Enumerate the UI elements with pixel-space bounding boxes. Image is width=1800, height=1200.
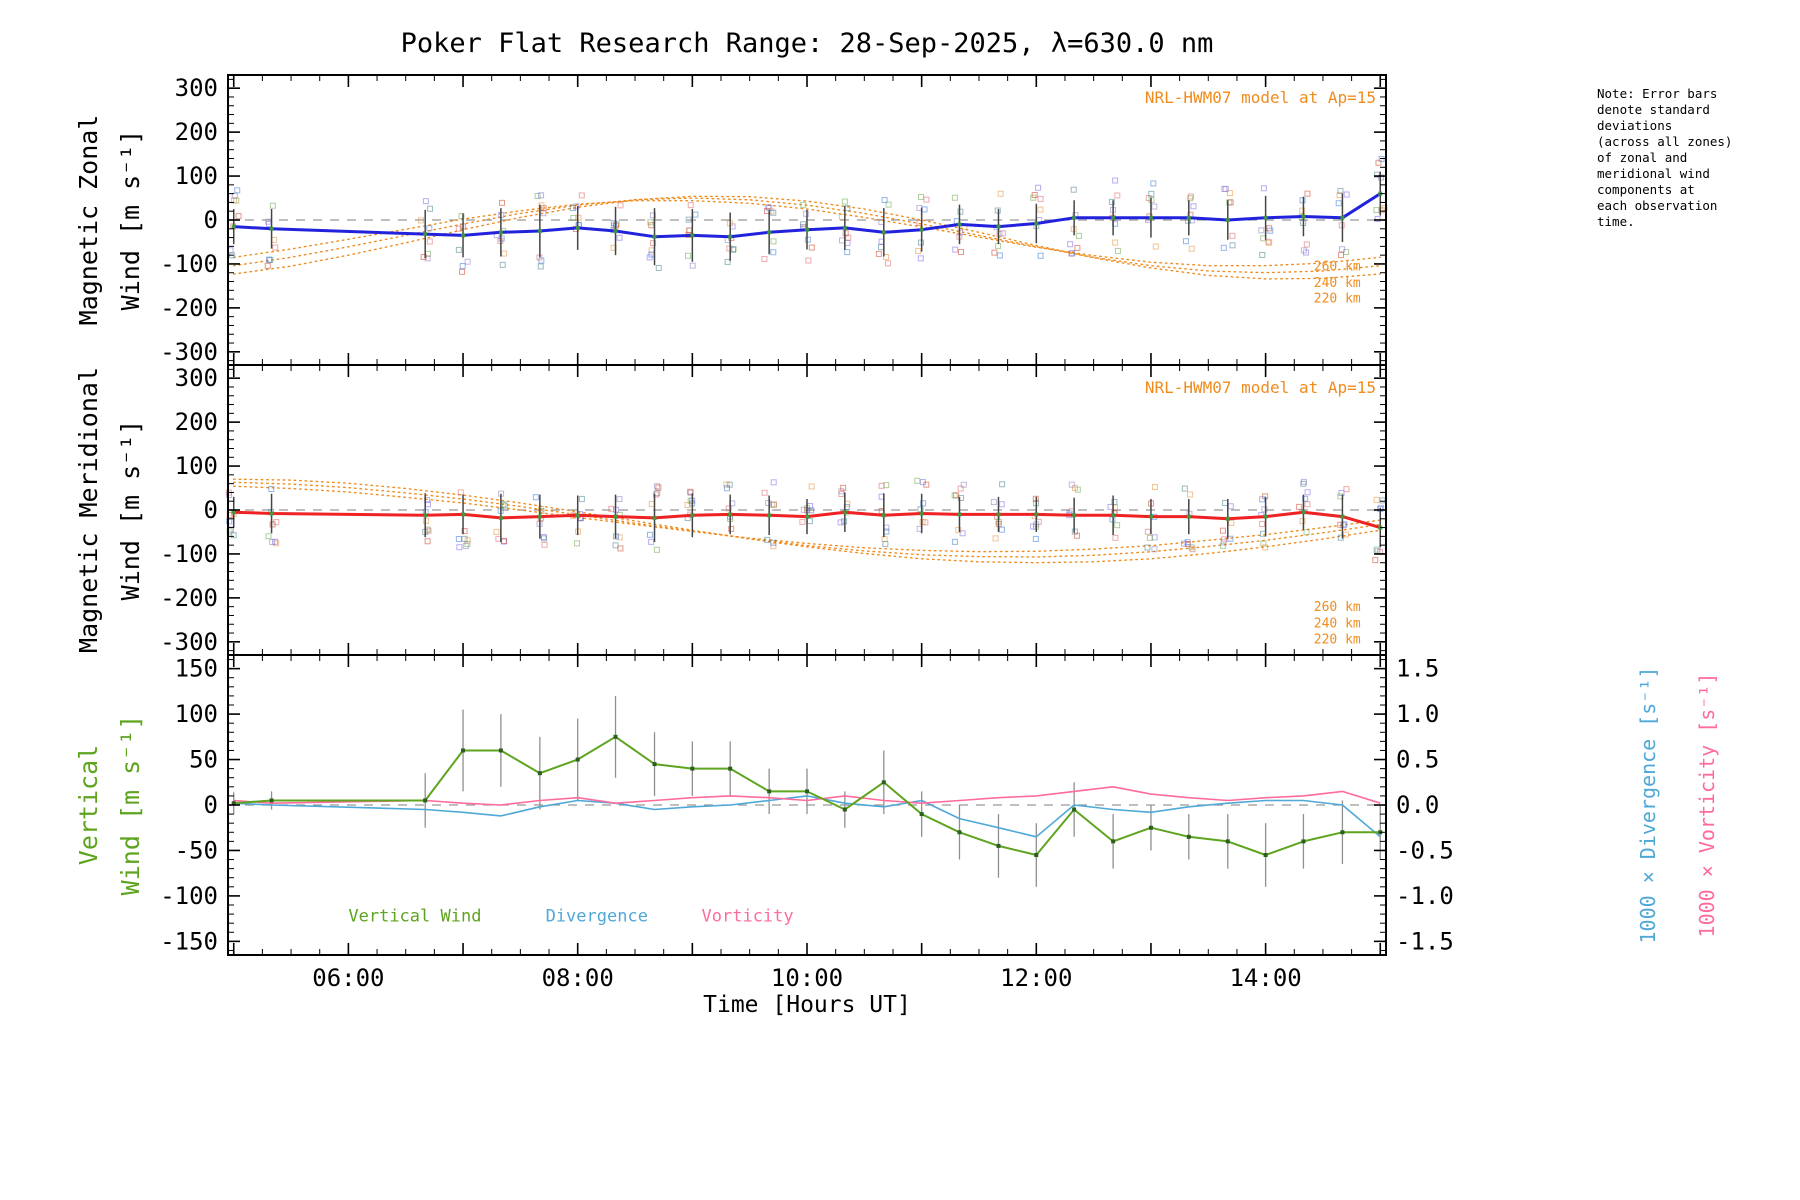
svg-text:240 km: 240 km (1314, 276, 1361, 291)
svg-text:0: 0 (204, 791, 218, 819)
chart-title: Poker Flat Research Range: 28-Sep-2025, … (400, 28, 1214, 59)
svg-text:260 km: 260 km (1314, 260, 1361, 275)
vertical-wind-line (233, 735, 1381, 856)
svg-text:Vertical: Vertical (74, 745, 103, 865)
note-line: deviations (1597, 118, 1673, 133)
svg-text:300: 300 (175, 74, 218, 102)
svg-text:-100: -100 (160, 540, 218, 568)
magnetic-meridional-wind-axes: -300 -200 -100 0 100 200 300 (160, 364, 1386, 656)
svg-text:100: 100 (175, 700, 218, 728)
x-axis-label: Time [Hours UT] (703, 992, 911, 1018)
note-line: meridional wind (1597, 166, 1710, 181)
note-line: each observation (1597, 198, 1718, 213)
vorticity-line (233, 785, 1381, 806)
svg-text:NRL-HWM07 model at Ap=15: NRL-HWM07 model at Ap=15 (1145, 88, 1376, 107)
svg-text:-200: -200 (160, 584, 218, 612)
svg-text:08:00: 08:00 (542, 964, 614, 992)
svg-text:Wind [m s⁻¹]: Wind [m s⁻¹] (116, 130, 145, 311)
svg-text:0: 0 (204, 206, 218, 234)
svg-text:14:00: 14:00 (1229, 964, 1301, 992)
svg-text:-100: -100 (160, 250, 218, 278)
svg-text:1000 × Vorticity [s⁻¹]: 1000 × Vorticity [s⁻¹] (1695, 673, 1719, 938)
note-line: Note: Error bars (1597, 86, 1718, 101)
svg-text:-0.5: -0.5 (1396, 836, 1454, 864)
magnetic-zonal-wind-line (233, 192, 1382, 239)
svg-text:Wind [m s⁻¹]: Wind [m s⁻¹] (116, 715, 145, 896)
note-annotation: Note: Error bars denote standard deviation… (1597, 86, 1787, 230)
svg-text:Vertical Wind: Vertical Wind (348, 906, 481, 926)
svg-text:NRL-HWM07 model at Ap=15: NRL-HWM07 model at Ap=15 (1145, 378, 1376, 397)
svg-text:1000 × Divergence [s⁻¹]: 1000 × Divergence [s⁻¹] (1636, 667, 1660, 944)
divergence-line (233, 795, 1381, 838)
svg-text:1.5: 1.5 (1396, 655, 1439, 683)
svg-text:-300: -300 (160, 628, 218, 656)
note-line: components at (1597, 182, 1695, 197)
note-line: of zonal and (1597, 150, 1688, 165)
svg-text:200: 200 (175, 408, 218, 436)
svg-text:Magnetic Meridional: Magnetic Meridional (74, 367, 103, 653)
svg-text:Wind [m s⁻¹]: Wind [m s⁻¹] (116, 420, 145, 601)
svg-text:-300: -300 (160, 338, 218, 366)
svg-text:0.0: 0.0 (1396, 791, 1439, 819)
svg-text:100: 100 (175, 162, 218, 190)
svg-text:1.0: 1.0 (1396, 700, 1439, 728)
svg-text:Magnetic Zonal: Magnetic Zonal (74, 115, 103, 326)
svg-text:300: 300 (175, 364, 218, 392)
svg-text:Divergence: Divergence (546, 906, 648, 926)
svg-text:12:00: 12:00 (1000, 964, 1072, 992)
magnetic-meridional-wind-median-markers (231, 510, 1383, 530)
svg-text:0: 0 (204, 496, 218, 524)
note-line: (across all zones) (1597, 134, 1733, 149)
svg-text:200: 200 (175, 118, 218, 146)
svg-text:220 km: 220 km (1314, 633, 1361, 648)
svg-text:240 km: 240 km (1314, 616, 1361, 631)
magnetic-meridional-wind-zone-samples (225, 477, 1386, 564)
svg-text:0.5: 0.5 (1396, 746, 1439, 774)
svg-text:100: 100 (175, 452, 218, 480)
magnetic-zonal-wind-median-markers (231, 191, 1383, 239)
svg-text:260 km: 260 km (1314, 600, 1361, 615)
magnetic-zonal-wind-axes: -300 -200 -100 0 100 200 300 (160, 74, 1386, 366)
svg-text:10:00: 10:00 (771, 964, 843, 992)
svg-text:50: 50 (189, 746, 218, 774)
svg-text:-50: -50 (175, 836, 218, 864)
svg-text:-150: -150 (160, 927, 218, 955)
svg-text:Vorticity: Vorticity (702, 906, 794, 926)
vertical-wind-divergence-vorticity-panel: Vertical Wind Divergence Vorticity -1.5 -1.0… (160, 654, 1454, 956)
svg-text:06:00: 06:00 (312, 964, 384, 992)
svg-text:-200: -200 (160, 294, 218, 322)
vertical-wind-markers (231, 734, 1383, 857)
svg-text:-1.0: -1.0 (1396, 882, 1454, 910)
note-line: denote standard (1597, 102, 1710, 117)
magnetic-meridional-wind-line (233, 510, 1381, 530)
svg-text:220 km: 220 km (1314, 292, 1361, 307)
magnetic-meridional-wind-error-bars (232, 492, 1382, 548)
svg-text:-1.5: -1.5 (1396, 927, 1454, 955)
svg-text:150: 150 (175, 655, 218, 683)
note-line: time. (1597, 214, 1635, 229)
right-axis-ticks: -1.5 -1.0 -0.5 0.0 0.5 1.0 1.5 (1374, 655, 1454, 955)
svg-text:-100: -100 (160, 882, 218, 910)
